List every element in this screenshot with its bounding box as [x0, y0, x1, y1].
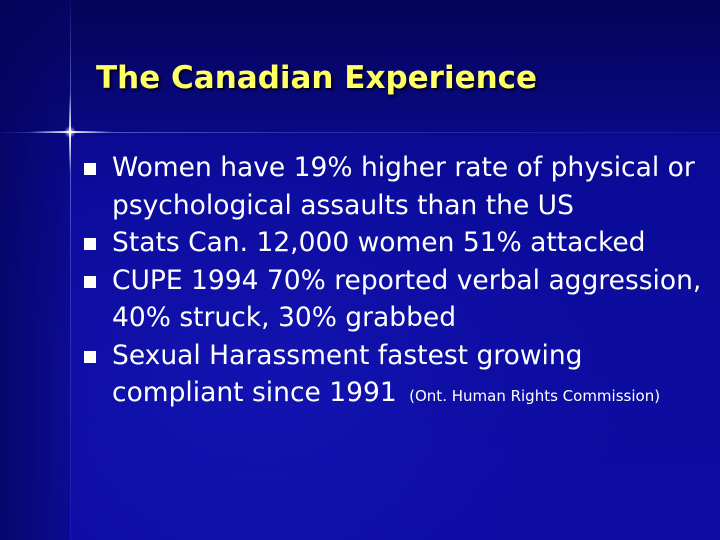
- bullet-item-1: Women have 19% higher rate of physical o…: [76, 149, 716, 224]
- bullet-text: Women have 19% higher rate of physical o…: [112, 152, 695, 221]
- square-bullet-icon: [84, 163, 96, 175]
- square-bullet-icon: [84, 275, 96, 288]
- slide-title: The Canadian Experience: [96, 60, 538, 96]
- bullet-item-4: Sexual Harassment fastest growing compli…: [76, 337, 716, 412]
- bullet-text: CUPE 1994 70% reported verbal aggression…: [112, 264, 702, 334]
- bullet-item-2: Stats Can. 12,000 women 51% attacked: [76, 224, 716, 262]
- title-band: [0, 0, 720, 132]
- bullet-text: Sexual Harassment fastest growing compli…: [112, 339, 583, 409]
- bullet-list: Women have 19% higher rate of physical o…: [76, 149, 716, 412]
- bullet-item-3: CUPE 1994 70% reported verbal aggression…: [76, 262, 716, 337]
- source-note: (Ont. Human Rights Commission): [409, 387, 661, 405]
- horizontal-rule: [0, 132, 720, 133]
- vertical-rule: [70, 0, 71, 540]
- square-bullet-icon: [84, 238, 96, 250]
- square-bullet-icon: [84, 350, 96, 363]
- sparkle-center: [64, 126, 76, 138]
- left-band: [0, 0, 70, 540]
- bullet-text: Stats Can. 12,000 women 51% attacked: [112, 227, 646, 258]
